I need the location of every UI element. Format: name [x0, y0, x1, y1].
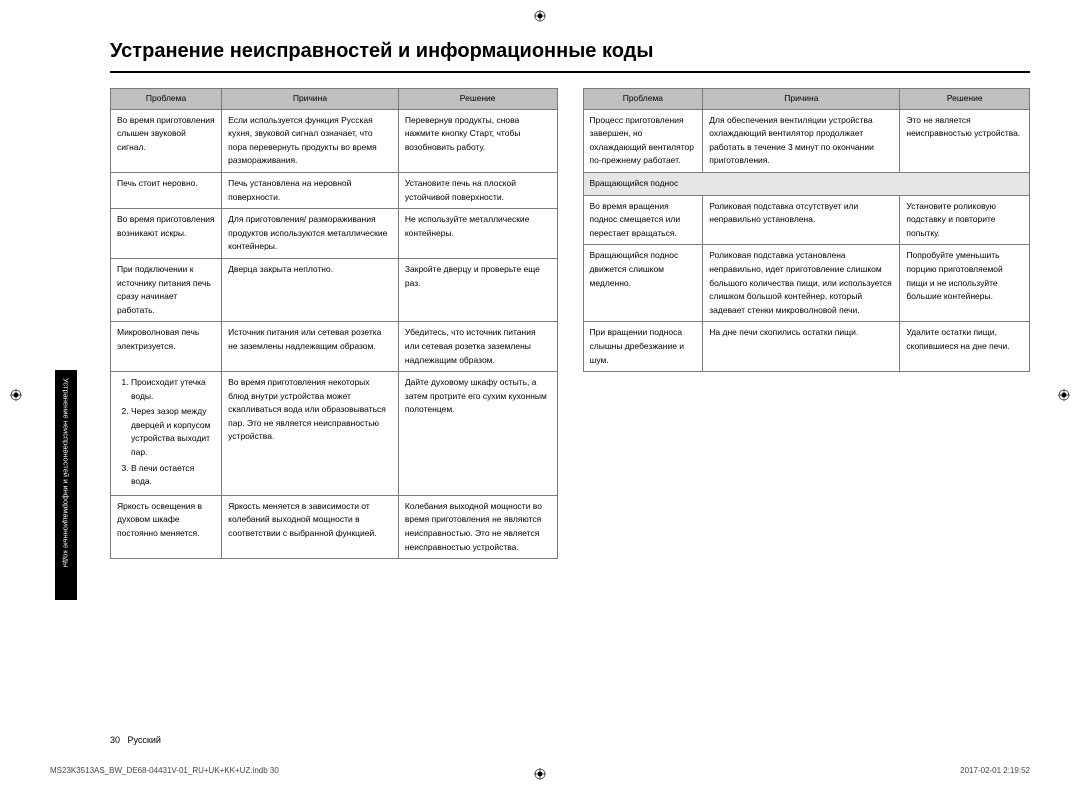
col-header-problem: Проблема [583, 89, 703, 110]
title-rule [110, 71, 1030, 73]
table-row: Вращающийся поднос движется слишком медл… [583, 245, 1030, 322]
cell-cause: Дверца закрыта неплотно. [222, 258, 399, 321]
cell-solution: Попробуйте уменьшить порцию приготовляем… [900, 245, 1030, 322]
col-header-solution: Решение [900, 89, 1030, 110]
cell-cause: Яркость меняется в зависимости от колеба… [222, 495, 399, 558]
page-title: Устранение неисправностей и информационн… [110, 40, 1030, 63]
col-header-cause: Причина [222, 89, 399, 110]
cell-solution: Закройте дверцу и проверьте еще раз. [398, 258, 557, 321]
page-number: 30 [110, 735, 120, 745]
page-language: Русский [128, 735, 161, 745]
side-tab: Устранение неисправностей и информационн… [55, 370, 77, 600]
cell-solution: Установите печь на плоской устойчивой по… [398, 172, 557, 208]
col-header-problem: Проблема [111, 89, 222, 110]
cell-cause: Печь установлена на неровной поверхности… [222, 172, 399, 208]
cell-problem: Происходит утечка воды. Через зазор межд… [111, 372, 222, 496]
cell-solution: Убедитесь, что источник питания или сете… [398, 322, 557, 372]
troubleshoot-table-right: Проблема Причина Решение Процесс пригото… [583, 88, 1031, 372]
print-file: MS23K3513AS_BW_DE68-04431V-01_RU+UK+KK+U… [50, 766, 279, 775]
cell-cause: Во время приготовления некоторых блюд вн… [222, 372, 399, 496]
cell-cause: Для обеспечения вентиляции устройства ох… [703, 109, 900, 172]
table-row: Происходит утечка воды. Через зазор межд… [111, 372, 558, 496]
cell-problem: Печь стоит неровно. [111, 172, 222, 208]
page-footer: 30 Русский [110, 735, 161, 745]
cell-problem: Яркость освещения в духовом шкафе постоя… [111, 495, 222, 558]
cell-cause: Если используется функция Русская кухня,… [222, 109, 399, 172]
table-row: Во время приготовления возникают искры. … [111, 209, 558, 259]
list-item: Происходит утечка воды. [131, 376, 215, 403]
cell-cause: Роликовая подставка отсутствует или непр… [703, 195, 900, 245]
col-header-cause: Причина [703, 89, 900, 110]
troubleshoot-table-left: Проблема Причина Решение Во время пригот… [110, 88, 558, 559]
cell-solution: Колебания выходной мощности во время при… [398, 495, 557, 558]
list-item: В печи остается вода. [131, 462, 215, 489]
cell-problem: Во время приготовления возникают искры. [111, 209, 222, 259]
print-date: 2017-02-01 2:19:52 [960, 766, 1030, 775]
cell-problem: Процесс приготовления завершен, но охлаж… [583, 109, 703, 172]
right-column: Проблема Причина Решение Процесс пригото… [583, 88, 1031, 559]
print-metadata: MS23K3513AS_BW_DE68-04431V-01_RU+UK+KK+U… [50, 766, 1030, 775]
left-column: Проблема Причина Решение Во время пригот… [110, 88, 558, 559]
cell-cause: На дне печи скопились остатки пищи. [703, 322, 900, 372]
cell-problem: Во время приготовления слышен звуковой с… [111, 109, 222, 172]
cell-problem: Во время вращения поднос смещается или п… [583, 195, 703, 245]
list-item: Через зазор между дверцей и корпусом уст… [131, 405, 215, 459]
cell-solution: Это не является неисправностью устройств… [900, 109, 1030, 172]
table-row: Процесс приготовления завершен, но охлаж… [583, 109, 1030, 172]
cell-solution: Установите роликовую подставку и повтори… [900, 195, 1030, 245]
cell-problem: При подключении к источнику питания печь… [111, 258, 222, 321]
crop-mark-right [1058, 389, 1070, 401]
cell-problem: При вращении подноса слышны дребезжание … [583, 322, 703, 372]
crop-mark-left [10, 389, 22, 401]
table-row: Печь стоит неровно. Печь установлена на … [111, 172, 558, 208]
section-header: Вращающийся поднос [583, 172, 1030, 195]
cell-solution: Не используйте металлические контейнеры. [398, 209, 557, 259]
table-row: При подключении к источнику питания печь… [111, 258, 558, 321]
cell-cause: Для приготовления/ размораживания продук… [222, 209, 399, 259]
cell-problem: Вращающийся поднос движется слишком медл… [583, 245, 703, 322]
content-columns: Проблема Причина Решение Во время пригот… [110, 88, 1030, 559]
cell-problem: Микроволновая печь электризуется. [111, 322, 222, 372]
cell-cause: Источник питания или сетевая розетка не … [222, 322, 399, 372]
table-row: Микроволновая печь электризуется. Источн… [111, 322, 558, 372]
cell-cause: Роликовая подставка установлена неправил… [703, 245, 900, 322]
table-row: Яркость освещения в духовом шкафе постоя… [111, 495, 558, 558]
table-row: При вращении подноса слышны дребезжание … [583, 322, 1030, 372]
table-row: Во время вращения поднос смещается или п… [583, 195, 1030, 245]
cell-solution: Дайте духовому шкафу остыть, а затем про… [398, 372, 557, 496]
section-header-row: Вращающийся поднос [583, 172, 1030, 195]
cell-solution: Перевернув продукты, снова нажмите кнопк… [398, 109, 557, 172]
col-header-solution: Решение [398, 89, 557, 110]
cell-solution: Удалите остатки пищи, скопившиеся на дне… [900, 322, 1030, 372]
crop-mark-top [534, 10, 546, 22]
table-row: Во время приготовления слышен звуковой с… [111, 109, 558, 172]
